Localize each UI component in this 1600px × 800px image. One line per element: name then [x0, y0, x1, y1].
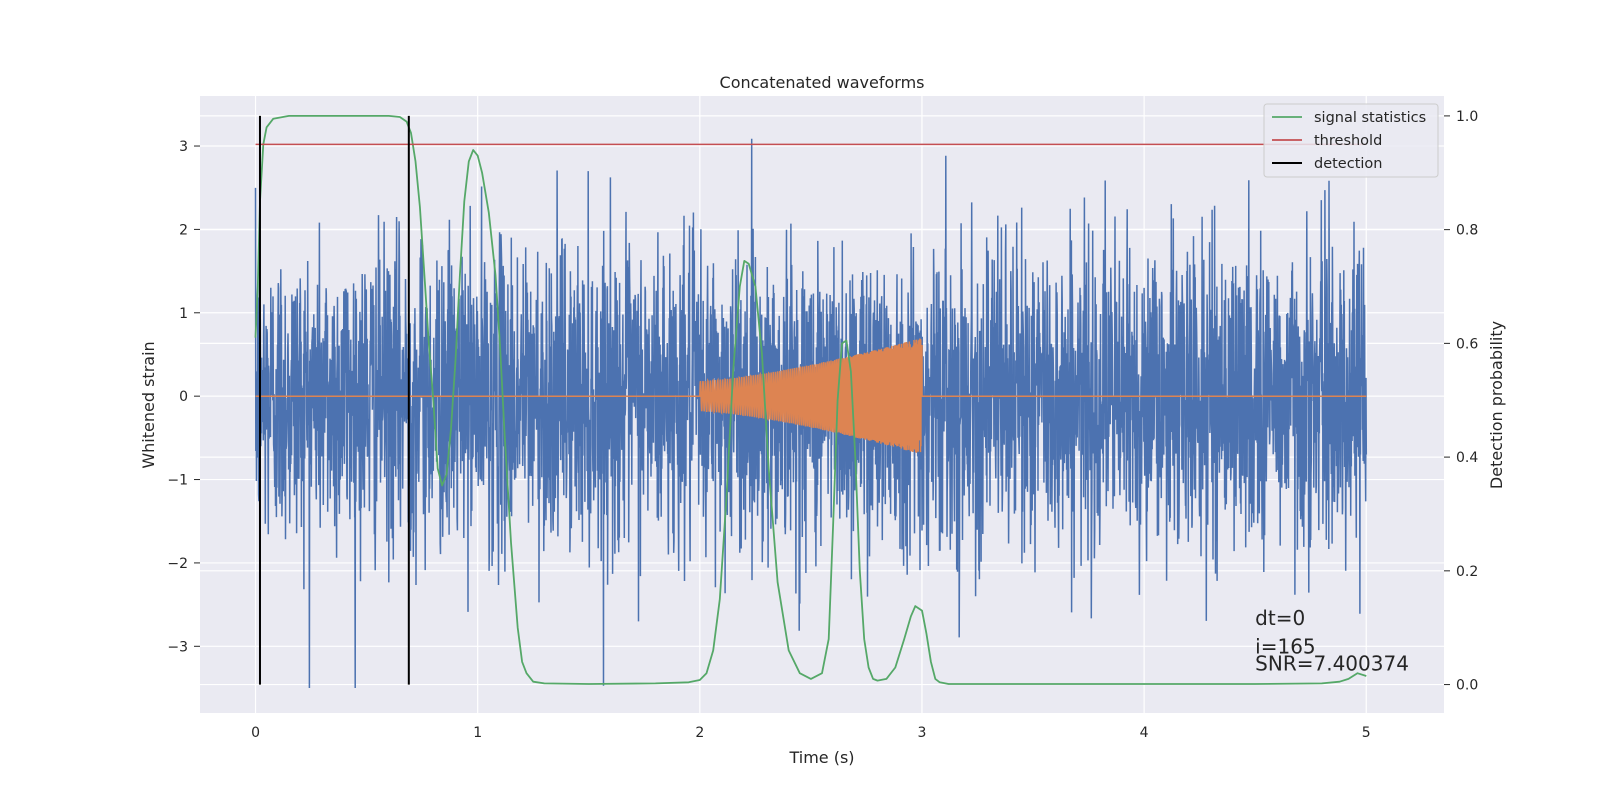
x-axis-title: Time (s) [788, 748, 854, 767]
y-right-tick-label: 0.4 [1456, 450, 1478, 466]
x-tick-label: 0 [251, 725, 260, 741]
annotation-dt: dt=0 [1255, 606, 1305, 630]
series-layer [254, 115, 1368, 689]
y-right-tick-label: 0.2 [1456, 564, 1478, 580]
y-tick-label: 3 [179, 139, 188, 155]
legend-box [1263, 103, 1439, 178]
legend: signal statistics threshold detection [1263, 103, 1439, 178]
noise-series-line [254, 138, 1368, 689]
annotation-index: i=165 [1255, 634, 1316, 658]
x-tick-label: 2 [695, 725, 704, 741]
legend-label-statistics: signal statistics [1314, 110, 1426, 126]
y-tick-label: 0 [179, 389, 188, 405]
tick-layer: 0 1 2 3 4 5 −3 −2 −1 0 1 2 3 0.0 0.2 0.4 0.6 0.8 1.0 [167, 109, 1478, 741]
y-tick-label: −3 [167, 639, 188, 655]
y-axis-title: Whitened strain [139, 341, 158, 468]
y-tick-label: 2 [179, 222, 188, 238]
y-tick-label: −2 [167, 556, 188, 572]
annotation-snr: SNR=7.400374 [1255, 651, 1409, 675]
y-right-tick-label: 0.0 [1456, 678, 1478, 694]
x-tick-label: 1 [473, 725, 482, 741]
y-right-tick-label: 0.8 [1456, 223, 1478, 239]
x-tick-label: 5 [1362, 725, 1371, 741]
legend-label-detection: detection [1314, 156, 1382, 172]
statistics-series-line [254, 115, 1367, 685]
y-tick-label: 1 [179, 306, 188, 322]
x-tick-label: 3 [918, 725, 927, 741]
legend-label-threshold: threshold [1314, 133, 1382, 149]
y-axis-right-title: Detection probability [1487, 321, 1506, 489]
y-tick-label: −1 [167, 473, 188, 489]
annotation-layer: dt=0 i=165 SNR=7.400374 [1255, 606, 1409, 675]
chart-title: Concatenated waveforms [720, 73, 925, 92]
y-right-tick-label: 0.6 [1456, 336, 1478, 352]
x-tick-label: 4 [1140, 725, 1149, 741]
chirp-series-line [255, 338, 1367, 453]
y-right-tick-label: 1.0 [1456, 109, 1478, 125]
